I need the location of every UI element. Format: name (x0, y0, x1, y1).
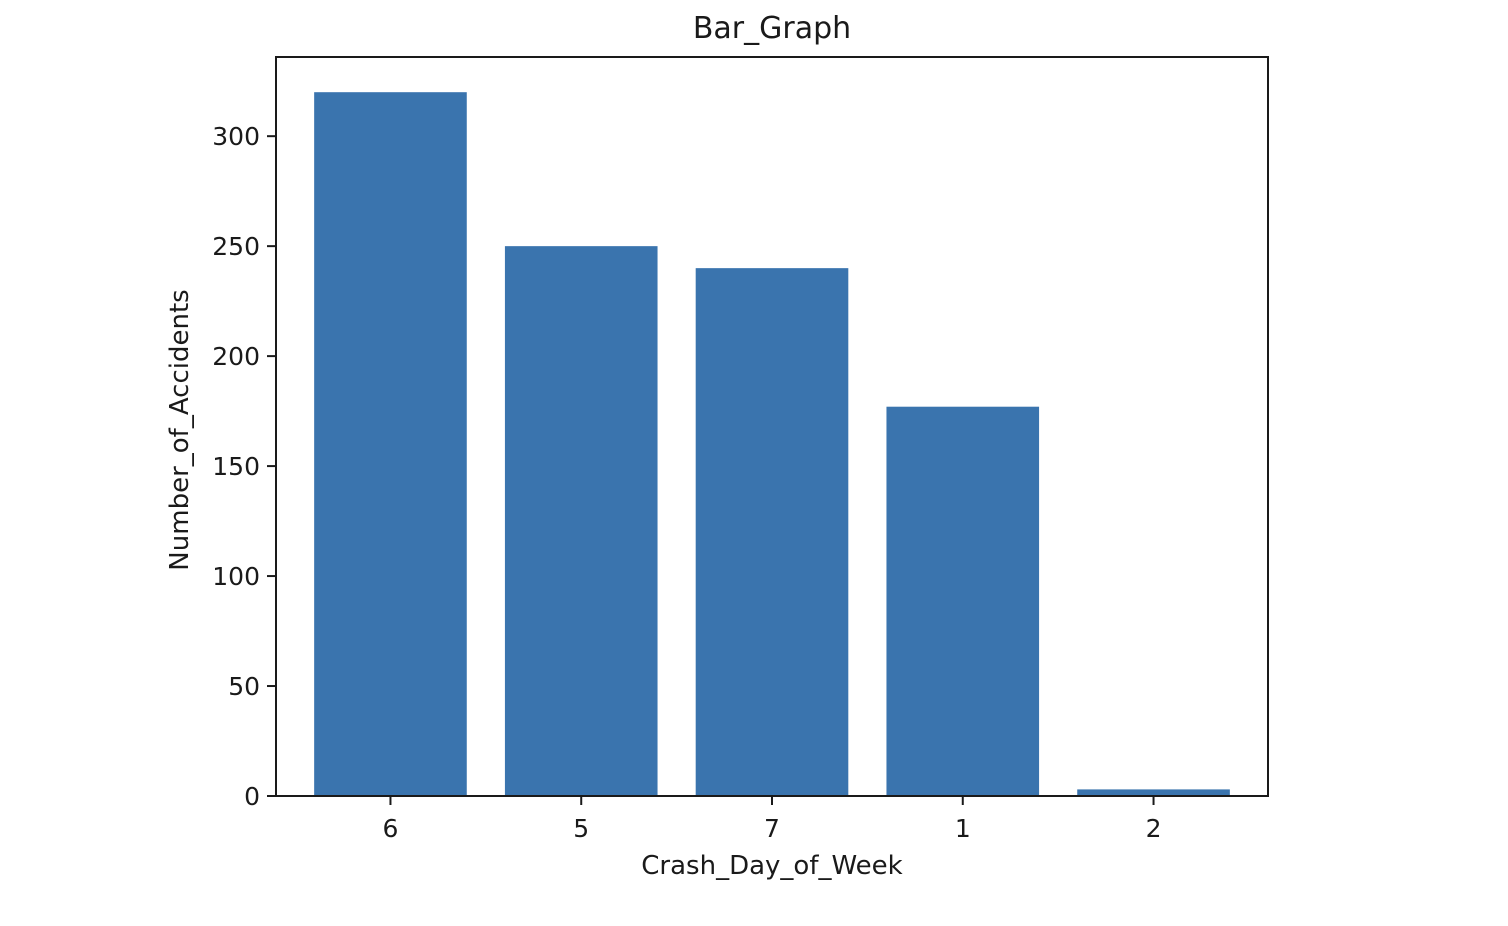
y-tick-label: 0 (244, 782, 260, 811)
bar-2 (1077, 789, 1230, 796)
y-tick-label: 150 (212, 452, 260, 481)
plot-frame (275, 56, 1269, 797)
bar-6 (314, 92, 467, 796)
x-axis-ticks: 6 5 7 1 2 (383, 796, 1162, 843)
x-tick-label: 2 (1146, 814, 1162, 843)
x-tick-label: 1 (955, 814, 971, 843)
bar-5 (504, 246, 658, 796)
y-axis-title: Number_of_Accidents (165, 289, 195, 570)
chart-title: Bar_Graph (693, 11, 851, 46)
y-tick-label: 300 (212, 122, 260, 151)
x-tick-label: 6 (383, 814, 399, 843)
x-axis-title: Crash_Day_of_Week (641, 851, 902, 881)
x-tick-label: 5 (573, 814, 589, 843)
bar-1 (886, 406, 1040, 796)
y-axis-ticks: 0 50 100 150 200 250 300 (212, 122, 276, 811)
y-tick-label: 100 (212, 562, 260, 591)
y-tick-label: 250 (212, 232, 260, 261)
bars-group (314, 92, 1230, 797)
x-tick-label: 7 (764, 814, 780, 843)
y-tick-label: 200 (212, 342, 260, 371)
bar-7 (695, 268, 849, 797)
y-tick-label: 50 (228, 672, 260, 701)
